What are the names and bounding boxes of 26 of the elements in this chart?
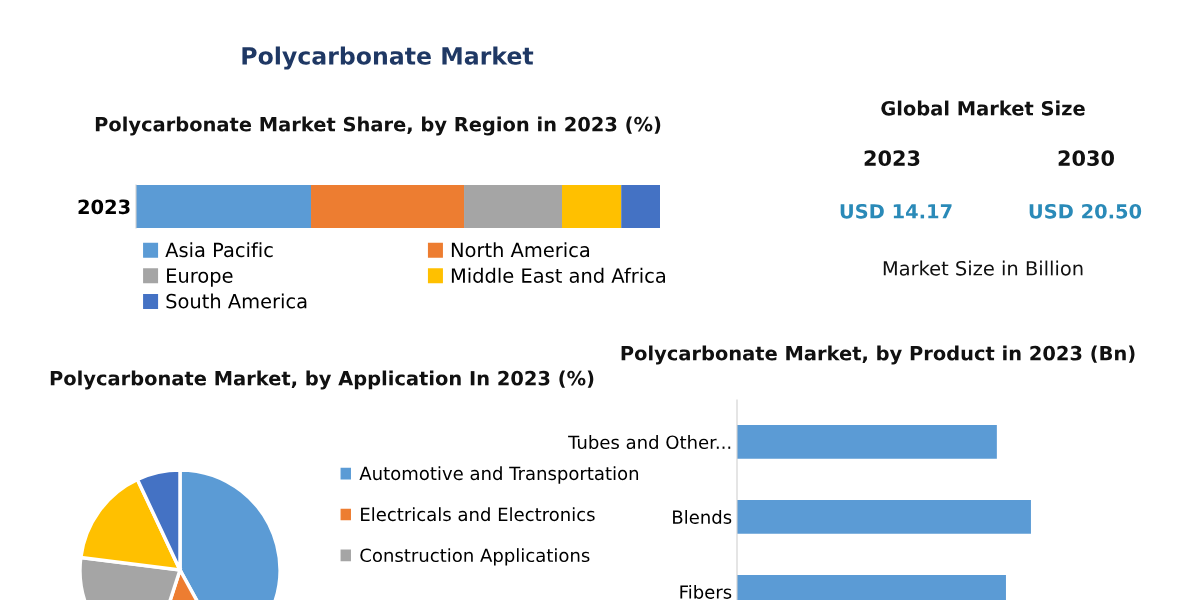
bar	[136, 185, 312, 228]
legend-label: Construction Applications	[360, 548, 590, 566]
y-tick-label: Blends	[673, 509, 732, 524]
legend-label: Electricals and Electronics	[361, 507, 595, 522]
text: Polycarbonate Market Share, by Region in 2023 (%)	[95, 116, 661, 136]
text: Market Size in Billion	[883, 260, 1083, 276]
bar	[562, 185, 622, 228]
bar	[621, 185, 660, 228]
text: 2030	[1058, 150, 1114, 167]
text: USD 20.50	[1029, 203, 1142, 219]
y-tick-label: Tubes and Other...	[568, 435, 731, 450]
legend-label: Automotive and Transportation	[359, 466, 639, 484]
text: USD 14.17	[840, 203, 952, 219]
legend-label: Asia Pacific	[165, 242, 273, 258]
legend-label: Middle East and Africa	[451, 267, 665, 283]
legend-label: North America	[451, 242, 590, 258]
text: Global Market Size	[881, 100, 1085, 116]
text: Polycarbonate Market	[242, 46, 534, 70]
bar	[464, 185, 563, 228]
chart-title: Polycarbonate Market, by Product in 2023 (Bn)	[621, 345, 1135, 365]
legend-label: South America	[166, 293, 307, 309]
y-tick-label: Fibers	[680, 584, 732, 599]
text: 2023	[78, 199, 130, 215]
legend-label: Europe	[167, 268, 233, 287]
bar	[311, 185, 465, 228]
chart-title: Polycarbonate Market, by Application In 2023 (%)	[50, 370, 594, 390]
